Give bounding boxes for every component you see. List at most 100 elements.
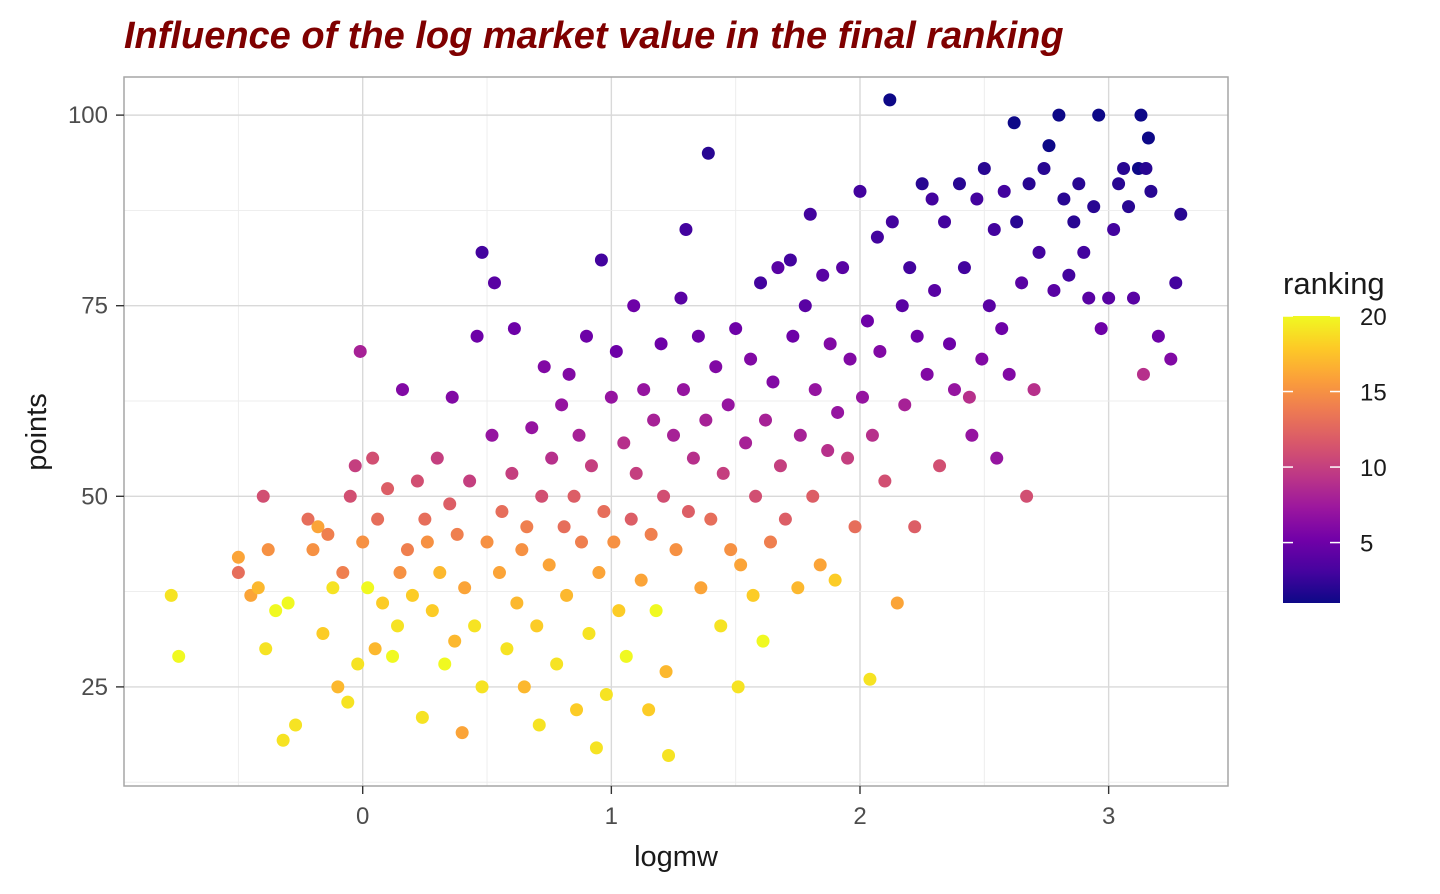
legend-tick-label: 20 — [1360, 304, 1387, 331]
scatter-point — [172, 649, 186, 663]
scatter-point — [853, 184, 867, 198]
scatter-point — [798, 299, 812, 313]
scatter-point — [1015, 276, 1029, 290]
scatter-point — [1094, 322, 1108, 336]
scatter-point — [562, 367, 576, 381]
scatter-point — [1127, 291, 1141, 305]
scatter-point — [763, 535, 777, 549]
scatter-point — [1007, 116, 1021, 130]
scatter-point — [1047, 283, 1061, 297]
scatter-point — [393, 566, 407, 580]
scatter-point — [1062, 268, 1076, 282]
scatter-point — [269, 604, 283, 618]
scatter-point — [368, 642, 382, 656]
scatter-point — [1139, 161, 1153, 175]
scatter-point — [1134, 108, 1148, 122]
scatter-point — [361, 581, 375, 595]
scatter-point — [975, 352, 989, 366]
scatter-point — [634, 573, 648, 587]
scatter-point — [448, 634, 462, 648]
scatter-point — [714, 619, 728, 633]
scatter-point — [1107, 222, 1121, 236]
scatter-point — [679, 222, 693, 236]
scatter-point — [356, 535, 370, 549]
scatter-point — [1032, 245, 1046, 259]
scatter-point — [594, 253, 608, 267]
scatter-point — [1077, 245, 1091, 259]
scatter-point — [997, 184, 1011, 198]
scatter-point — [878, 474, 892, 488]
legend-title: ranking — [1283, 266, 1385, 301]
scatter-point — [485, 428, 499, 442]
scatter-point — [505, 466, 519, 480]
scatter-point — [654, 337, 668, 351]
scatter-point — [808, 383, 822, 397]
scatter-point — [731, 680, 745, 694]
scatter-point — [507, 322, 521, 336]
scatter-point — [1052, 108, 1066, 122]
scatter-point — [515, 543, 529, 557]
scatter-point — [721, 398, 735, 412]
scatter-point — [823, 337, 837, 351]
y-axis: 25 50 75 100 — [68, 102, 124, 701]
scatter-point — [734, 558, 748, 572]
scatter-point — [836, 261, 850, 275]
scatter-point — [957, 261, 971, 275]
scatter-point — [311, 520, 325, 534]
scatter-point — [885, 215, 899, 229]
scatter-point — [803, 207, 817, 221]
scatter-point — [771, 261, 785, 275]
scatter-point — [575, 535, 589, 549]
scatter-point — [1020, 489, 1034, 503]
scatter-point — [164, 588, 178, 602]
scatter-point — [686, 451, 700, 465]
scatter-point — [520, 520, 534, 534]
scatter-point — [982, 299, 996, 313]
scatter-point — [1042, 139, 1056, 153]
scatter-point — [786, 329, 800, 343]
scatter-point — [487, 276, 501, 290]
scatter-point — [642, 703, 656, 717]
scatter-point — [550, 657, 564, 671]
scatter-point — [910, 329, 924, 343]
scatter-point — [855, 390, 869, 404]
x-tick-label: 1 — [605, 803, 618, 830]
scatter-point — [933, 459, 947, 473]
scatter-point — [341, 695, 355, 709]
scatter-point — [306, 543, 320, 557]
y-tick-label: 100 — [68, 102, 108, 129]
scatter-point — [331, 680, 345, 694]
scatter-point — [627, 299, 641, 313]
scatter-point — [560, 588, 574, 602]
scatter-point — [316, 627, 330, 641]
legend-tick-label: 10 — [1360, 455, 1387, 482]
scatter-point — [662, 749, 676, 763]
scatter-point — [669, 543, 683, 557]
scatter-point — [535, 489, 549, 503]
scatter-point — [1072, 177, 1086, 191]
legend-ticks: 5 10 15 20 — [1283, 304, 1387, 558]
scatter-point — [828, 573, 842, 587]
scatter-point — [438, 657, 452, 671]
scatter-point — [500, 642, 514, 656]
scatter-point — [629, 466, 643, 480]
scatter-point — [759, 413, 773, 427]
scatter-point — [657, 489, 671, 503]
scatter-point — [231, 566, 245, 580]
scatter-point — [647, 413, 661, 427]
scatter-point — [607, 535, 621, 549]
scatter-point — [381, 482, 395, 496]
scatter-point — [1112, 177, 1126, 191]
scatter-point — [704, 512, 718, 526]
scatter-point — [597, 505, 611, 519]
scatter-point — [425, 604, 439, 618]
scatter-point — [659, 665, 673, 679]
data-points — [164, 93, 1188, 763]
x-axis-label: logmw — [634, 841, 719, 873]
y-tick-label: 50 — [81, 483, 108, 510]
scatter-point — [599, 688, 613, 702]
scatter-point — [1022, 177, 1036, 191]
scatter-point — [557, 520, 571, 534]
scatter-point — [870, 230, 884, 244]
